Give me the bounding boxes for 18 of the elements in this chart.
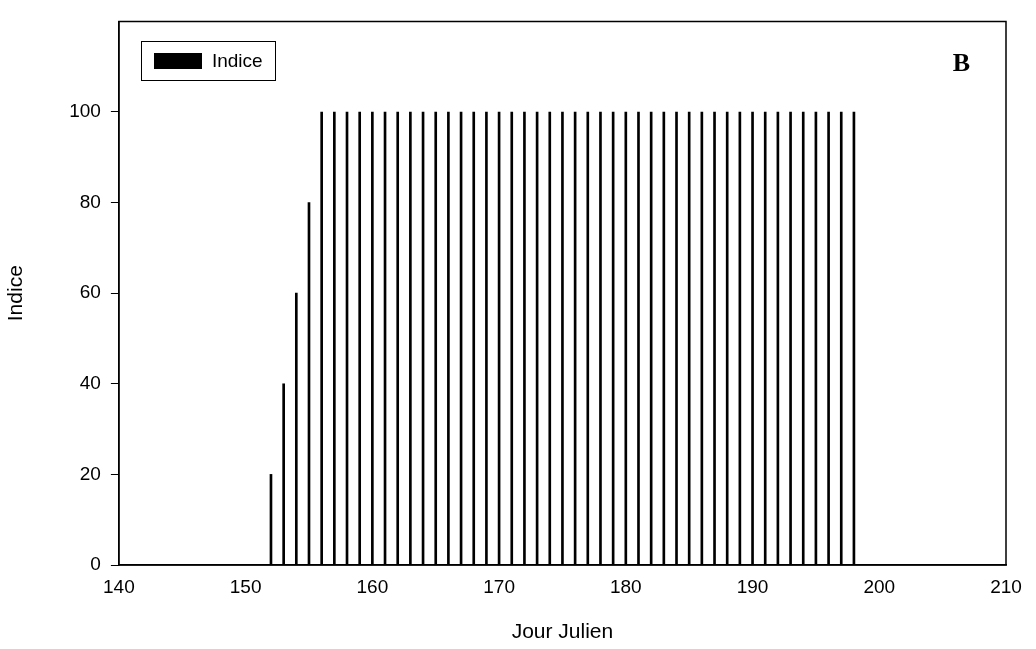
y-tick-label: 80 xyxy=(79,190,101,212)
x-tick-label: 210 xyxy=(990,575,1022,597)
y-tick-label: 60 xyxy=(79,281,101,303)
annotation: B xyxy=(952,48,970,78)
x-tick-label: 200 xyxy=(863,575,896,597)
x-axis-title: Jour Julien xyxy=(511,619,614,643)
x-tick-label: 190 xyxy=(736,575,769,597)
y-tick-label: 0 xyxy=(90,553,101,575)
x-tick-label: 160 xyxy=(356,575,389,597)
y-tick-label: 100 xyxy=(69,100,101,122)
x-tick-label: 140 xyxy=(103,575,135,597)
y-tick-label: 40 xyxy=(79,372,101,394)
x-tick-label: 170 xyxy=(483,575,515,597)
x-tick-label: 150 xyxy=(229,575,262,597)
x-tick-label: 180 xyxy=(609,575,642,597)
y-tick-label: 20 xyxy=(79,462,101,484)
y-axis-title: Indice xyxy=(3,265,27,322)
legend-label: Indice xyxy=(211,50,263,73)
